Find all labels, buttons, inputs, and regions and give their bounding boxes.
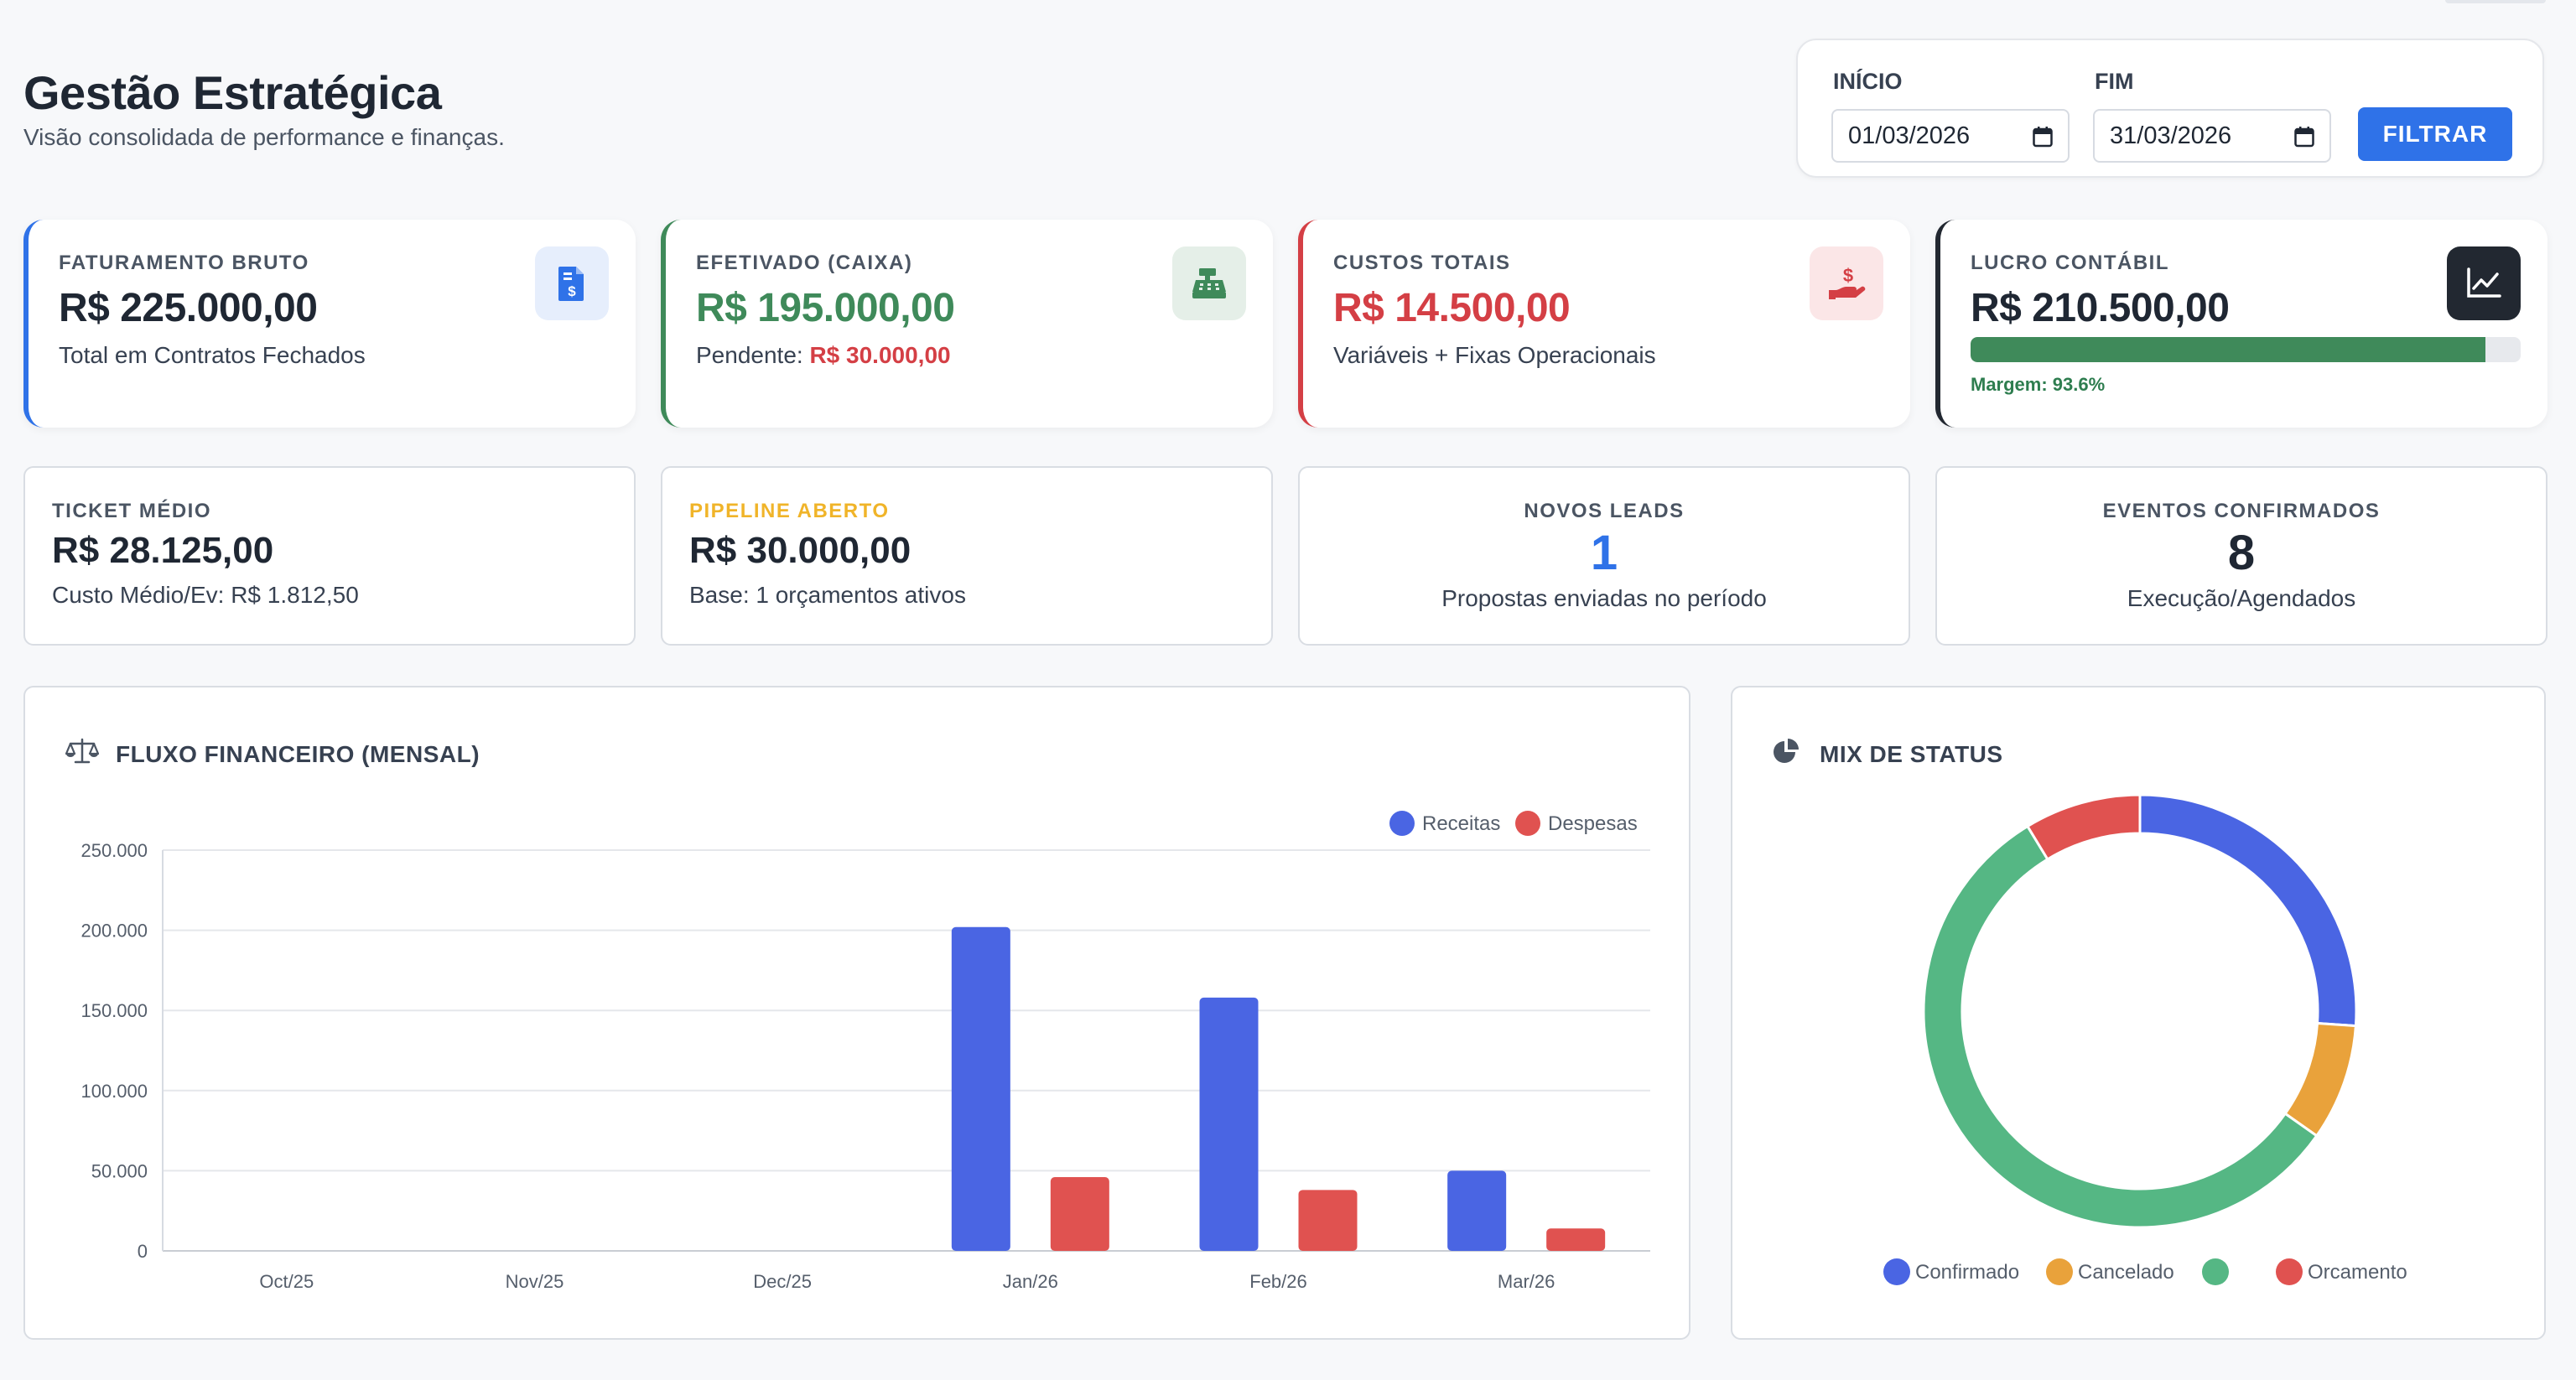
legend-swatch	[2202, 1258, 2229, 1285]
bar-despesas[interactable]	[1050, 1177, 1109, 1251]
legend-swatch	[2046, 1258, 2073, 1285]
legend-swatch	[1883, 1258, 1910, 1285]
hand-dollar-icon: $	[1810, 246, 1883, 320]
panel-title: MIX DE STATUS	[1820, 741, 2003, 767]
x-tick-label: Oct/25	[259, 1271, 314, 1292]
legend-label[interactable]: Cancelado	[2078, 1261, 2174, 1284]
kpi-card-total-costs: CUSTOS TOTAIS R$ 14.500,00 Variáveis + F…	[1298, 220, 1910, 428]
doughnut-slice[interactable]	[2283, 1021, 2357, 1138]
legend-label[interactable]: Despesas	[1548, 812, 1638, 835]
y-tick-label: 150.000	[80, 1000, 148, 1021]
svg-text:$: $	[568, 283, 576, 299]
doughnut-chart: Confirmado Cancelado Orcamento	[1883, 793, 2407, 1285]
bar-receitas[interactable]	[1447, 1170, 1507, 1251]
top-edge-tab	[2445, 0, 2546, 3]
bar-receitas[interactable]	[951, 926, 1010, 1251]
bar-chart: 0 50.000 100.000 150.000 200.000 250.000 Oct/2…	[80, 811, 1650, 1292]
pie-chart-icon	[1774, 739, 1799, 763]
doughnut-slice[interactable]	[2025, 793, 2142, 861]
legend-label[interactable]: Orcamento	[2308, 1261, 2407, 1284]
stat-label: NOVOS LEADS	[1524, 500, 1685, 522]
pending-value: R$ 30.000,00	[809, 342, 951, 368]
calendar-icon[interactable]	[2033, 126, 2053, 148]
stat-label: PIPELINE ABERTO	[689, 500, 890, 522]
kpi-subtext: Pendente: R$ 30.000,00	[696, 342, 951, 369]
kpi-value: R$ 225.000,00	[59, 286, 318, 330]
kpi-value: R$ 195.000,00	[696, 286, 955, 330]
stat-value: R$ 28.125,00	[52, 530, 274, 571]
legend-swatch	[2276, 1258, 2303, 1285]
page-subtitle: Visão consolidada de performance e finan…	[23, 124, 505, 150]
stat-card-open-pipeline: PIPELINE ABERTO R$ 30.000,00 Base: 1 orç…	[661, 466, 1273, 646]
legend-swatch	[1389, 811, 1415, 836]
kpi-label: CUSTOS TOTAIS	[1333, 252, 1511, 274]
chart-line-icon	[2447, 246, 2521, 320]
kpi-value: R$ 14.500,00	[1333, 286, 1571, 330]
x-tick-label: Mar/26	[1498, 1271, 1555, 1292]
y-tick-label: 250.000	[80, 840, 148, 861]
page-title: Gestão Estratégica	[23, 66, 442, 119]
x-tick-label: Nov/25	[506, 1271, 564, 1292]
x-tick-label: Jan/26	[1003, 1271, 1058, 1292]
stat-label: TICKET MÉDIO	[52, 500, 211, 522]
legend-label[interactable]: Receitas	[1422, 812, 1500, 835]
stat-value: 8	[2227, 526, 2256, 580]
stat-value: R$ 30.000,00	[689, 530, 911, 571]
doughnut-slice[interactable]	[1922, 824, 2319, 1229]
end-date-input[interactable]: 31/03/2026	[2093, 109, 2331, 163]
x-tick-label: Feb/26	[1249, 1271, 1307, 1292]
end-date-value: 31/03/2026	[2110, 122, 2232, 149]
start-date-value: 01/03/2026	[1848, 122, 1971, 149]
svg-text:$: $	[1843, 265, 1853, 286]
panel-title: FLUXO FINANCEIRO (MENSAL)	[116, 741, 480, 767]
stat-card-confirmed-events: EVENTOS CONFIRMADOS 8 Execução/Agendados	[1935, 466, 2547, 646]
start-date-label: INÍCIO	[1833, 69, 1903, 94]
stat-subtext: Execução/Agendados	[2127, 585, 2356, 611]
end-date-label: FIM	[2095, 69, 2134, 94]
stat-label: EVENTOS CONFIRMADOS	[2102, 500, 2381, 522]
kpi-card-cash-effective: EFETIVADO (CAIXA) R$ 195.000,00 Pendente…	[661, 220, 1273, 428]
kpi-label: FATURAMENTO BRUTO	[59, 252, 309, 274]
pending-label: Pendente:	[696, 342, 803, 368]
stat-subtext: Base: 1 orçamentos ativos	[689, 582, 966, 608]
margin-text: Margem: 93.6%	[1971, 374, 2106, 395]
bar-receitas[interactable]	[1199, 997, 1259, 1251]
status-mix-panel: MIX DE STATUS Confirmado Cancelado Orcamen…	[1731, 686, 2546, 1340]
kpi-label: EFETIVADO (CAIXA)	[696, 252, 913, 274]
margin-progress-fill	[1971, 337, 2486, 362]
y-tick-label: 50.000	[91, 1160, 148, 1181]
bar-despesas[interactable]	[1546, 1228, 1606, 1251]
stat-card-new-leads: NOVOS LEADS 1 Propostas enviadas no perí…	[1298, 466, 1910, 646]
balance-scale-icon	[65, 738, 99, 764]
stat-value: 1	[1590, 526, 1618, 580]
legend-swatch	[1515, 811, 1540, 836]
bar-despesas[interactable]	[1298, 1190, 1358, 1251]
x-tick-label: Dec/25	[753, 1271, 812, 1292]
kpi-card-accounting-profit: LUCRO CONTÁBIL R$ 210.500,00 Margem: 93.…	[1935, 220, 2547, 428]
cash-register-icon	[1172, 246, 1246, 320]
kpi-label: LUCRO CONTÁBIL	[1971, 252, 2169, 274]
legend-label[interactable]: Confirmado	[1915, 1261, 2019, 1284]
start-date-input[interactable]: 01/03/2026	[1831, 109, 2070, 163]
stat-subtext: Propostas enviadas no período	[1441, 585, 1767, 611]
stat-card-average-ticket: TICKET MÉDIO R$ 28.125,00 Custo Médio/Ev…	[23, 466, 636, 646]
y-tick-label: 100.000	[80, 1081, 148, 1102]
calendar-icon[interactable]	[2294, 126, 2314, 148]
margin-progress-bar	[1971, 337, 2521, 362]
y-tick-label: 200.000	[80, 921, 148, 942]
financial-flow-panel: FLUXO FINANCEIRO (MENSAL) 0 50.000 100.000…	[23, 686, 1690, 1340]
date-filter-card: INÍCIO 01/03/2026 FIM 31/03/2026 FILTRAR	[1796, 39, 2544, 178]
kpi-card-gross-revenue: FATURAMENTO BRUTO R$ 225.000,00 Total em…	[23, 220, 636, 428]
doughnut-slice[interactable]	[2138, 793, 2358, 1028]
filter-button[interactable]: FILTRAR	[2358, 107, 2512, 161]
stat-subtext: Custo Médio/Ev: R$ 1.812,50	[52, 582, 359, 608]
y-tick-label: 0	[138, 1241, 148, 1262]
invoice-dollar-icon: $	[535, 246, 609, 320]
kpi-subtext: Total em Contratos Fechados	[59, 342, 366, 368]
kpi-value: R$ 210.500,00	[1971, 286, 2230, 330]
kpi-subtext: Variáveis + Fixas Operacionais	[1333, 342, 1656, 368]
